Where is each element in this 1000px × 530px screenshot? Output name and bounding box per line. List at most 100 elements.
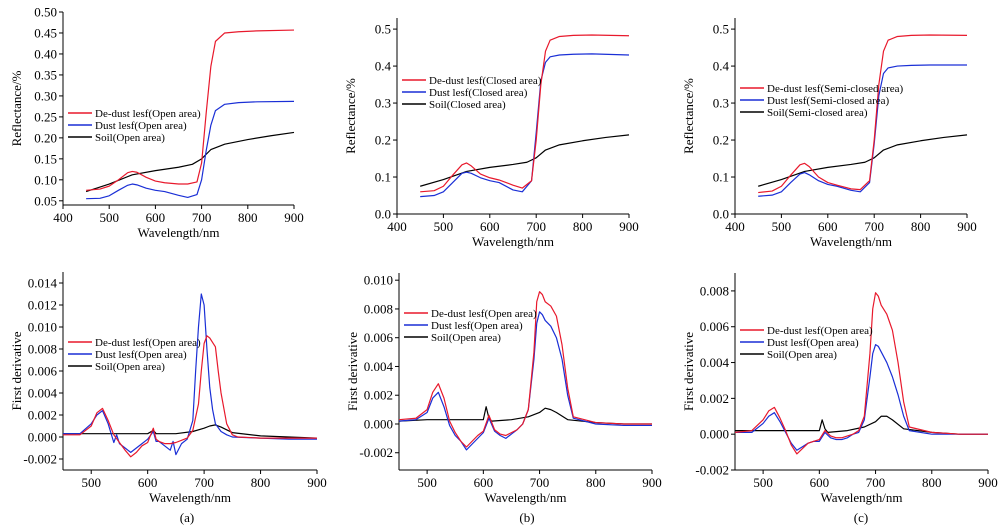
y-tick-label: 0.000 bbox=[364, 416, 393, 431]
series-line bbox=[85, 131, 295, 193]
y-tick-label: 0.004 bbox=[700, 355, 730, 370]
legend-label: Dust lesf(Open area) bbox=[95, 120, 187, 132]
x-tick-label: 900 bbox=[619, 219, 639, 234]
x-tick-label: 500 bbox=[753, 475, 773, 490]
y-tick-label: 0.3 bbox=[713, 96, 729, 111]
y-axis-label: Reflectance/% bbox=[343, 78, 358, 154]
x-tick-label: 900 bbox=[957, 219, 977, 234]
x-tick-label: 600 bbox=[480, 219, 500, 234]
y-tick-label: 0.004 bbox=[28, 386, 58, 401]
series-line bbox=[758, 64, 967, 197]
x-axis-label: Wavelength/nm bbox=[810, 234, 892, 249]
chart-a-bottom: 500 600 700 800 900 -0.002 0.000 0.002 0.004 0.00… bbox=[9, 272, 327, 505]
x-tick-label: 500 bbox=[434, 219, 454, 234]
legend-label: Dust lesf(Closed area) bbox=[429, 87, 528, 99]
y-tick-label: 0.5 bbox=[713, 22, 729, 37]
y-tick-label: 0.000 bbox=[28, 430, 57, 445]
legend-label: Soil(Open area) bbox=[431, 332, 501, 344]
series-line bbox=[420, 34, 630, 193]
x-tick-label: 500 bbox=[772, 219, 792, 234]
x-tick-label: 500 bbox=[99, 210, 119, 225]
y-tick-label: 0.35 bbox=[34, 67, 57, 82]
series-line bbox=[735, 344, 988, 451]
x-tick-label: 700 bbox=[866, 475, 886, 490]
y-tick-label: 0.010 bbox=[28, 320, 57, 335]
x-axis-label: Wavelength/nm bbox=[149, 490, 231, 505]
x-tick-label: 800 bbox=[586, 475, 606, 490]
x-tick-label: 800 bbox=[922, 475, 942, 490]
x-tick-label: 400 bbox=[387, 219, 407, 234]
x-axis-label: Wavelength/nm bbox=[138, 225, 220, 240]
series-line bbox=[86, 100, 295, 200]
y-tick-label: 0.006 bbox=[700, 319, 730, 334]
x-tick-label: 400 bbox=[725, 219, 745, 234]
y-tick-label: 0.0 bbox=[713, 207, 729, 222]
x-axis-label: Wavelength/nm bbox=[485, 490, 567, 505]
y-tick-label: 0.008 bbox=[364, 301, 393, 316]
x-tick-label: 700 bbox=[526, 219, 546, 234]
y-tick-label: 0.4 bbox=[713, 59, 730, 74]
x-tick-label: 500 bbox=[81, 475, 101, 490]
x-tick-label: 700 bbox=[864, 219, 884, 234]
y-axis-label: First derivative bbox=[681, 332, 696, 411]
x-tick-label: 700 bbox=[192, 210, 212, 225]
chart-a-top: 400 500 600 700 800 900 0.05 0.10 0.15 0.20 0.25 0.… bbox=[9, 5, 304, 241]
y-tick-label: 0.008 bbox=[700, 283, 729, 298]
y-tick-label: 0.2 bbox=[375, 133, 391, 148]
y-tick-label: 0.45 bbox=[34, 25, 57, 40]
legend-label: Soil(Semi-closed area) bbox=[767, 107, 868, 119]
legend-label: De-dust lesf(Open area) bbox=[95, 108, 201, 120]
chart-b-bottom: 500 600 700 800 900 -0.002 0.000 0.002 0.004 0.00… bbox=[345, 273, 662, 505]
series-line bbox=[63, 335, 317, 458]
y-axis-label: First derivative bbox=[345, 332, 360, 411]
y-tick-label: 0.1 bbox=[713, 170, 729, 185]
y-tick-label: 0.014 bbox=[28, 276, 58, 291]
y-tick-label: 0.50 bbox=[34, 5, 57, 20]
x-tick-label: 900 bbox=[284, 210, 304, 225]
x-tick-label: 800 bbox=[573, 219, 593, 234]
x-tick-label: 900 bbox=[978, 475, 998, 490]
legend-label: De-dust lesf(Semi-closed area) bbox=[767, 83, 904, 95]
legend-label: Dust lesf(Open area) bbox=[431, 320, 523, 332]
y-tick-label: 0.006 bbox=[28, 364, 58, 379]
x-tick-label: 600 bbox=[474, 475, 494, 490]
legend-label: Soil(Closed area) bbox=[429, 99, 506, 111]
y-tick-label: 0.012 bbox=[28, 298, 57, 313]
panel-label-b: (b) bbox=[519, 510, 535, 525]
x-tick-label: 400 bbox=[53, 210, 73, 225]
series-line bbox=[758, 34, 968, 194]
x-tick-label: 800 bbox=[238, 210, 258, 225]
y-tick-label: 0.40 bbox=[34, 46, 57, 61]
y-tick-label: 0.008 bbox=[28, 342, 57, 357]
y-tick-label: -0.002 bbox=[23, 452, 57, 467]
legend-label: Soil(Open area) bbox=[95, 361, 165, 373]
x-tick-label: 600 bbox=[146, 210, 166, 225]
legend-label: De-dust lesf(Open area) bbox=[95, 337, 201, 349]
y-tick-label: 0.30 bbox=[34, 88, 57, 103]
series-line bbox=[758, 134, 968, 187]
y-tick-label: -0.002 bbox=[359, 445, 393, 460]
x-tick-label: 900 bbox=[642, 475, 662, 490]
y-tick-label: 0.1 bbox=[375, 170, 391, 185]
y-tick-label: 0.010 bbox=[364, 273, 393, 288]
legend-label: Dust lesf(Open area) bbox=[767, 337, 859, 349]
x-axis-label: Wavelength/nm bbox=[821, 490, 903, 505]
legend-label: Soil(Open area) bbox=[767, 349, 837, 361]
series-line bbox=[420, 134, 630, 187]
panel-label-a: (a) bbox=[179, 510, 195, 525]
x-tick-label: 700 bbox=[194, 475, 214, 490]
x-tick-label: 800 bbox=[911, 219, 931, 234]
legend-label: Dust lesf(Open area) bbox=[95, 349, 187, 361]
x-axis-label: Wavelength/nm bbox=[472, 234, 554, 249]
y-tick-label: -0.002 bbox=[695, 463, 729, 478]
series-line bbox=[398, 406, 652, 425]
x-tick-label: 600 bbox=[818, 219, 838, 234]
y-tick-label: 0.000 bbox=[700, 427, 729, 442]
y-tick-label: 0.10 bbox=[34, 172, 57, 187]
series-line bbox=[420, 53, 630, 198]
x-tick-label: 600 bbox=[138, 475, 158, 490]
x-tick-label: 700 bbox=[530, 475, 550, 490]
chart-b-top: 400 500 600 700 800 900 0.0 0.1 0.2 0.3 0.4 0.5 Wave… bbox=[343, 18, 639, 249]
y-tick-label: 0.004 bbox=[364, 359, 394, 374]
